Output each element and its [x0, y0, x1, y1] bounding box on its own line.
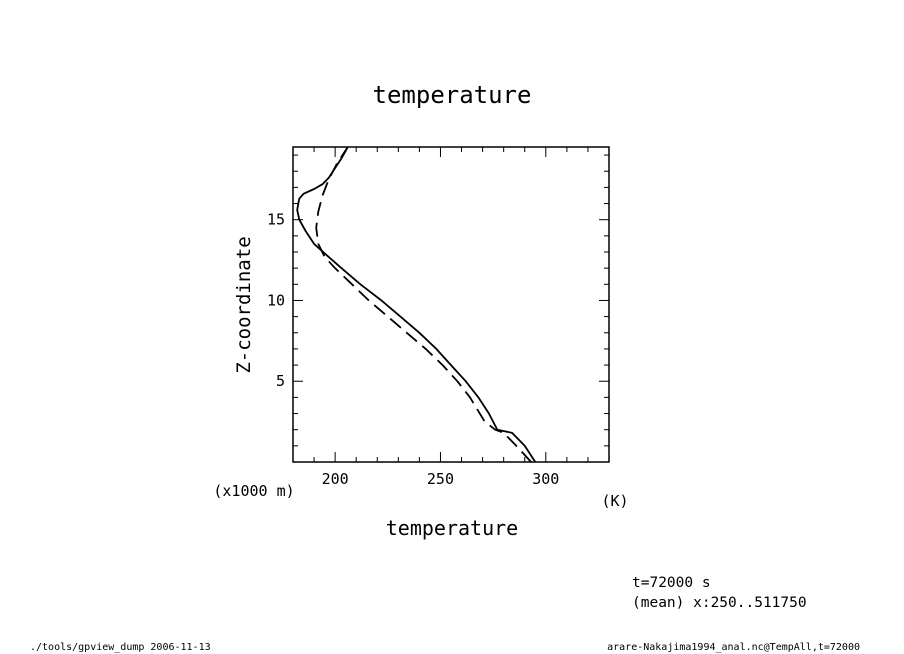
- x-axis-unit: (K): [601, 492, 628, 510]
- y-tick-label: 5: [276, 372, 285, 390]
- x-axis-label: temperature: [386, 516, 518, 540]
- y-axis-unit: (x1000 m): [213, 482, 294, 500]
- axis-ticks: [292, 147, 610, 463]
- tick-labels: 200 250 300 5 10 15: [267, 211, 559, 488]
- data-series: [296, 146, 537, 463]
- x-tick-label: 300: [532, 470, 559, 488]
- x-tick-label: 250: [427, 470, 454, 488]
- time-annotation: t=72000 s: [632, 575, 711, 591]
- series-line-dashed: [315, 146, 532, 463]
- y-tick-label: 10: [267, 291, 285, 309]
- y-axis-label: Z-coordinate: [233, 236, 255, 373]
- footer-left-text: ./tools/gpview_dump 2006-11-13: [30, 642, 211, 653]
- series-line-solid: [296, 146, 537, 463]
- plot-frame: [292, 146, 610, 463]
- x-tick-label: 200: [322, 470, 349, 488]
- footer-right-text: arare-Nakajima1994_anal.nc@TempAll,t=720…: [607, 642, 860, 653]
- y-tick-label: 15: [267, 211, 285, 229]
- chart-title: temperature: [373, 81, 532, 109]
- mean-annotation: (mean) x:250..511750: [632, 595, 807, 611]
